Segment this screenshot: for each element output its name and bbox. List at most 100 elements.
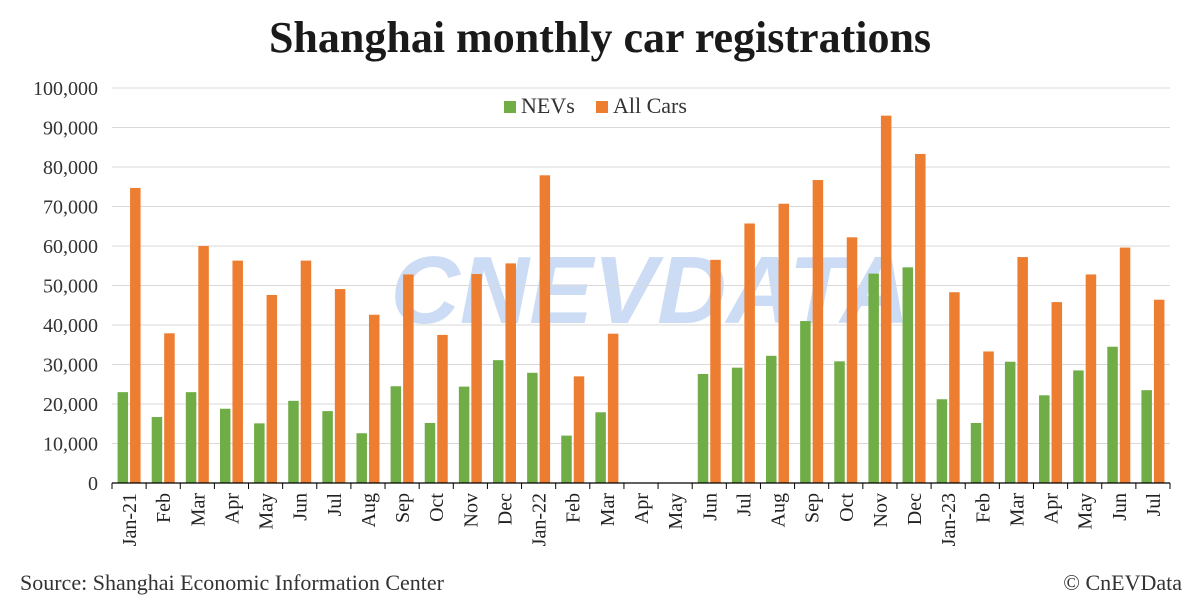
legend-label-all-cars: All Cars xyxy=(613,93,687,118)
y-tick-label: 60,000 xyxy=(43,236,98,258)
nev-bar xyxy=(800,321,811,483)
nev-bar xyxy=(117,392,129,483)
all-cars-bar xyxy=(1085,274,1097,483)
legend-label-nevs: NEVs xyxy=(521,93,575,118)
nev-bar xyxy=(834,361,845,483)
x-tick-label: Aug xyxy=(768,493,790,527)
nev-bar xyxy=(424,422,436,483)
y-tick-label: 30,000 xyxy=(43,355,98,377)
legend: NEVs All Cars xyxy=(504,93,687,118)
y-tick-label: 100,000 xyxy=(33,78,98,100)
y-tick-label: 40,000 xyxy=(43,315,98,337)
x-tick-label: Feb xyxy=(153,493,175,523)
all-cars-bar xyxy=(437,334,448,483)
x-tick-label: Feb xyxy=(563,493,585,523)
all-cars-bar xyxy=(607,333,619,483)
x-tick-label: Sep xyxy=(802,493,824,523)
all-cars-bar xyxy=(1153,299,1165,483)
nev-bar xyxy=(595,412,606,483)
y-tick-label: 10,000 xyxy=(43,434,98,456)
all-cars-bar xyxy=(710,259,721,483)
nev-bar xyxy=(356,433,367,483)
nev-bar xyxy=(185,392,197,483)
all-cars-bar xyxy=(778,203,790,484)
nev-bar xyxy=(731,367,743,483)
all-cars-bar xyxy=(949,292,960,483)
all-cars-bar xyxy=(915,153,926,483)
watermark: CNEVDATA xyxy=(390,237,909,344)
y-tick-label: 0 xyxy=(88,473,98,495)
all-cars-bar xyxy=(539,175,551,484)
nev-bar xyxy=(561,435,572,483)
copyright-credit: © CnEVData xyxy=(1063,570,1182,595)
x-tick-label: Jun xyxy=(290,493,312,521)
all-cars-bar xyxy=(1051,302,1063,483)
x-tick-label: Apr xyxy=(221,493,243,524)
all-cars-bar xyxy=(198,246,209,483)
gridlines xyxy=(112,87,1170,444)
x-tick-label: Apr xyxy=(631,493,653,524)
nev-bar xyxy=(254,423,265,483)
all-cars-bar xyxy=(744,223,755,484)
y-tick-label: 90,000 xyxy=(43,118,98,140)
nev-bar xyxy=(936,399,948,483)
all-cars-bar xyxy=(300,260,312,483)
all-cars-bar xyxy=(164,333,175,483)
bars xyxy=(117,115,1165,484)
x-tick-label: Jul xyxy=(324,493,346,517)
nev-bar xyxy=(151,417,163,483)
x-tick-label: Nov xyxy=(870,493,892,527)
nev-bar xyxy=(697,373,709,483)
y-tick-label: 80,000 xyxy=(43,157,98,179)
x-tick-label: May xyxy=(665,493,687,530)
all-cars-bar xyxy=(505,263,516,483)
nev-bar xyxy=(527,372,538,483)
nev-bar xyxy=(766,355,777,483)
all-cars-bar xyxy=(130,187,141,483)
source-note: Source: Shanghai Economic Information Ce… xyxy=(20,570,444,595)
nev-bar xyxy=(458,386,470,483)
nev-bar xyxy=(1141,390,1152,483)
x-tick-label: Apr xyxy=(1041,493,1063,524)
x-tick-label: Oct xyxy=(836,493,858,522)
nev-bar xyxy=(1107,346,1118,483)
x-tick-label: Dec xyxy=(494,493,516,525)
nev-bar xyxy=(219,408,231,483)
nev-bar xyxy=(1039,395,1050,483)
nev-bar xyxy=(1073,370,1084,483)
all-cars-bar xyxy=(368,314,380,483)
all-cars-bar xyxy=(573,376,585,483)
x-tick-label: Jan-23 xyxy=(938,493,960,546)
x-tick-label: May xyxy=(1075,493,1097,530)
all-cars-bar xyxy=(880,115,892,484)
x-tick-label: Dec xyxy=(904,493,926,525)
nev-bar xyxy=(868,273,879,483)
all-cars-bar xyxy=(812,180,824,483)
y-tick-label: 70,000 xyxy=(43,197,98,219)
all-cars-bar xyxy=(471,274,482,483)
all-cars-bar xyxy=(983,351,994,483)
axes: 0 10,000 20,000 30,000 40,000 50,000 60,000 70,… xyxy=(33,78,1171,546)
x-tick-label: Mar xyxy=(1006,493,1028,527)
x-tick-label: Jun xyxy=(1109,493,1131,521)
x-tick-label: Jul xyxy=(733,493,755,517)
all-cars-bar xyxy=(334,289,346,483)
x-tick-label: Oct xyxy=(426,493,448,522)
nev-bar xyxy=(970,422,982,483)
nev-bar xyxy=(288,400,299,483)
legend-swatch-nevs xyxy=(504,101,516,113)
all-cars-bar xyxy=(1119,247,1131,483)
nev-bar xyxy=(1004,361,1016,483)
nev-bar xyxy=(902,267,914,483)
x-tick-label: Jan-21 xyxy=(119,493,141,546)
x-tick-label: Nov xyxy=(460,493,482,527)
all-cars-bar xyxy=(1017,257,1028,483)
y-tick-label: 50,000 xyxy=(43,276,98,298)
nev-bar xyxy=(390,386,402,483)
nev-bar xyxy=(322,411,333,483)
x-tick-label: Aug xyxy=(358,493,380,527)
x-tick-label: Feb xyxy=(972,493,994,523)
all-cars-bar xyxy=(232,260,243,483)
x-tick-label: Jul xyxy=(1143,493,1165,517)
